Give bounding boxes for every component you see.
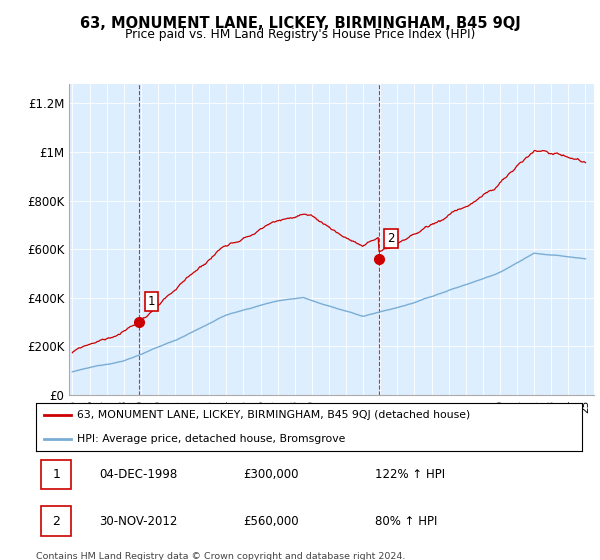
FancyBboxPatch shape — [41, 506, 71, 536]
Text: £300,000: £300,000 — [244, 468, 299, 481]
Text: £560,000: £560,000 — [244, 515, 299, 528]
Text: HPI: Average price, detached house, Bromsgrove: HPI: Average price, detached house, Brom… — [77, 434, 346, 444]
Text: 04-DEC-1998: 04-DEC-1998 — [99, 468, 177, 481]
Text: 1: 1 — [148, 295, 155, 308]
Text: Contains HM Land Registry data © Crown copyright and database right 2024.
This d: Contains HM Land Registry data © Crown c… — [36, 552, 406, 560]
FancyBboxPatch shape — [41, 460, 71, 489]
Text: Price paid vs. HM Land Registry's House Price Index (HPI): Price paid vs. HM Land Registry's House … — [125, 28, 475, 41]
Text: 63, MONUMENT LANE, LICKEY, BIRMINGHAM, B45 9QJ: 63, MONUMENT LANE, LICKEY, BIRMINGHAM, B… — [80, 16, 520, 31]
Text: 30-NOV-2012: 30-NOV-2012 — [99, 515, 177, 528]
Text: 122% ↑ HPI: 122% ↑ HPI — [374, 468, 445, 481]
Text: 2: 2 — [388, 232, 395, 245]
Text: 63, MONUMENT LANE, LICKEY, BIRMINGHAM, B45 9QJ (detached house): 63, MONUMENT LANE, LICKEY, BIRMINGHAM, B… — [77, 410, 470, 420]
Text: 1: 1 — [52, 468, 60, 481]
Text: 2: 2 — [52, 515, 60, 528]
Text: 80% ↑ HPI: 80% ↑ HPI — [374, 515, 437, 528]
